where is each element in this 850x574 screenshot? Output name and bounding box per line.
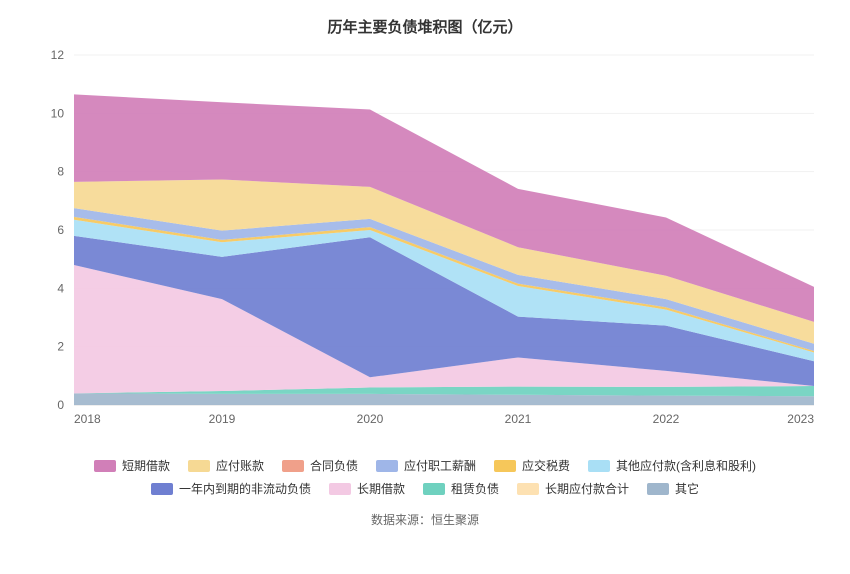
legend-item[interactable]: 合同负债: [282, 457, 358, 474]
legend-swatch: [376, 460, 398, 472]
legend-label: 其它: [675, 480, 699, 497]
source-name: 恒生聚源: [431, 513, 479, 527]
y-tick-label: 10: [51, 106, 65, 120]
y-tick-label: 12: [51, 48, 65, 62]
legend-item[interactable]: 应付职工薪酬: [376, 457, 476, 474]
legend-swatch: [282, 460, 304, 472]
legend-swatch: [423, 483, 445, 495]
legend-label: 长期借款: [357, 480, 405, 497]
x-tick-label: 2023: [787, 412, 814, 426]
y-tick-label: 6: [57, 223, 64, 237]
legend-label: 应付账款: [216, 457, 264, 474]
legend-swatch: [94, 460, 116, 472]
legend-label: 其他应付款(含利息和股利): [616, 457, 756, 474]
legend-item[interactable]: 一年内到期的非流动负债: [151, 480, 311, 497]
chart-plot-area: 0 2 4 6 8 10 12 2018 2019 2020 2021 2022 2023: [24, 45, 826, 445]
y-tick-label: 0: [57, 398, 64, 412]
legend-item[interactable]: 长期应付款合计: [517, 480, 629, 497]
legend-swatch: [647, 483, 669, 495]
legend-item[interactable]: 长期借款: [329, 480, 405, 497]
source-prefix: 数据来源：: [371, 513, 431, 527]
x-tick-label: 2022: [653, 412, 680, 426]
legend-item[interactable]: 应交税费: [494, 457, 570, 474]
chart-container: 历年主要负债堆积图（亿元） 0 2 4 6 8 10 12 2018 2019 2020 2021 2…: [0, 0, 850, 574]
legend-swatch: [151, 483, 173, 495]
legend-label: 一年内到期的非流动负债: [179, 480, 311, 497]
legend-swatch: [188, 460, 210, 472]
x-tick-label: 2019: [209, 412, 236, 426]
chart-legend: 短期借款 应付账款 合同负债 应付职工薪酬 应交税费 其他应付款(含利息和股利) 一年内到期…: [24, 457, 826, 497]
legend-label: 应交税费: [522, 457, 570, 474]
legend-swatch: [517, 483, 539, 495]
chart-title: 历年主要负债堆积图（亿元）: [24, 16, 826, 37]
legend-item[interactable]: 租赁负债: [423, 480, 499, 497]
stacked-area-svg: 0 2 4 6 8 10 12 2018 2019 2020 2021 2022 2023: [24, 45, 826, 445]
x-tick-label: 2020: [357, 412, 384, 426]
legend-item[interactable]: 其它: [647, 480, 699, 497]
legend-label: 长期应付款合计: [545, 480, 629, 497]
data-source: 数据来源：恒生聚源: [24, 511, 826, 528]
legend-swatch: [588, 460, 610, 472]
legend-swatch: [329, 483, 351, 495]
legend-label: 短期借款: [122, 457, 170, 474]
y-tick-label: 8: [57, 165, 64, 179]
x-tick-label: 2021: [505, 412, 532, 426]
x-tick-label: 2018: [74, 412, 101, 426]
legend-item[interactable]: 应付账款: [188, 457, 264, 474]
legend-swatch: [494, 460, 516, 472]
y-tick-label: 2: [57, 340, 64, 354]
legend-label: 应付职工薪酬: [404, 457, 476, 474]
legend-label: 合同负债: [310, 457, 358, 474]
legend-label: 租赁负债: [451, 480, 499, 497]
legend-item[interactable]: 其他应付款(含利息和股利): [588, 457, 756, 474]
y-tick-label: 4: [57, 281, 64, 295]
legend-item[interactable]: 短期借款: [94, 457, 170, 474]
